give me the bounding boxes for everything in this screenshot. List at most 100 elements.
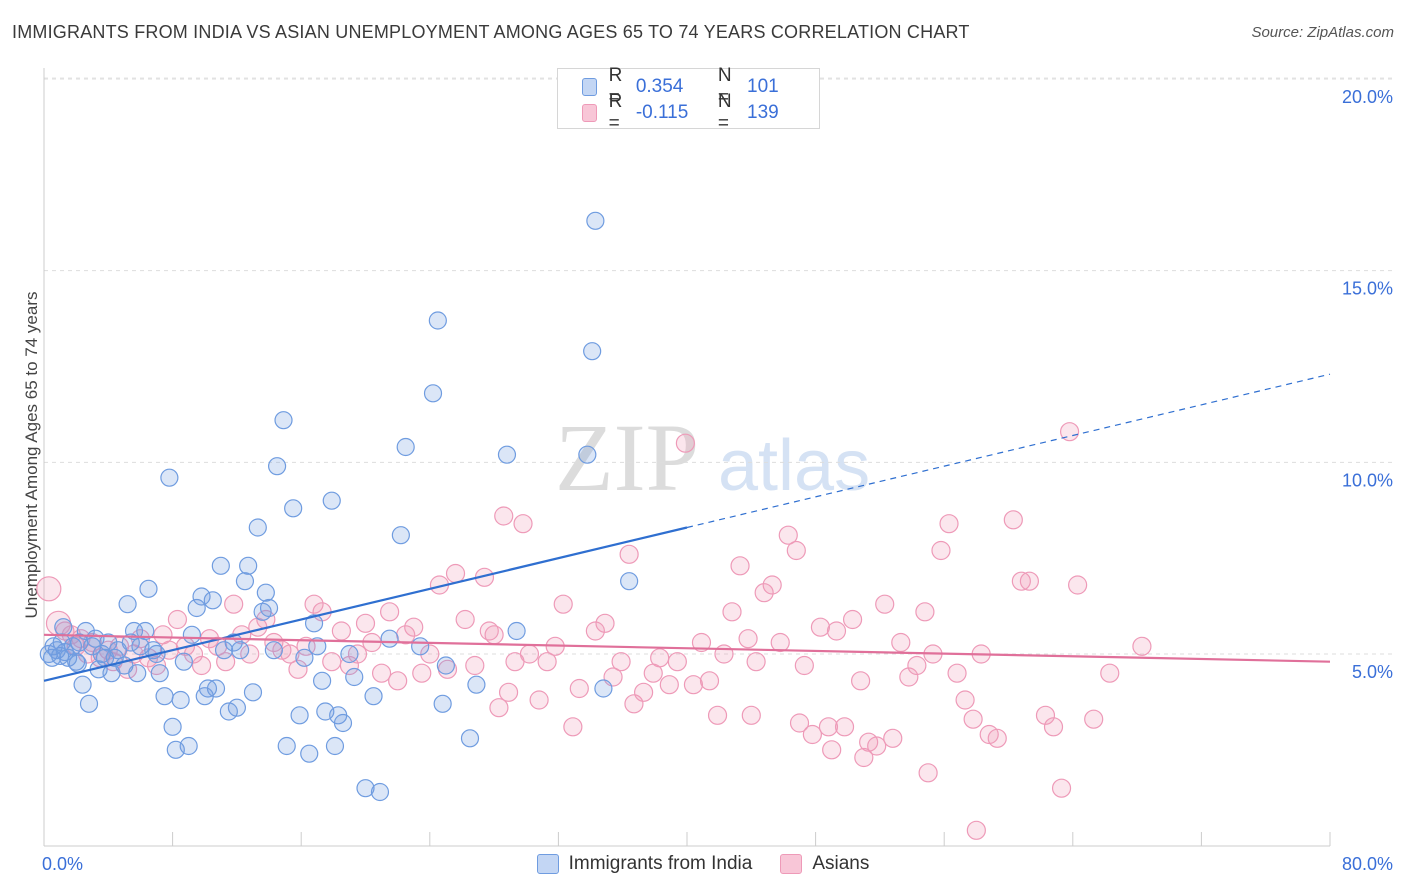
asians-point [826,621,847,641]
india-point [243,683,263,702]
y-tick-label: 5.0% [1352,662,1393,682]
india-point [391,526,410,545]
india-point [497,445,517,464]
asians-swatch [582,104,597,122]
india-point [428,311,447,330]
asians-point [191,655,212,676]
asians-point [1043,717,1064,737]
asians-point [851,671,871,691]
india-point [467,675,486,694]
india-point [248,518,267,537]
india-point [235,572,255,591]
asians-point [595,613,615,633]
source-label: Source: ZipAtlas.com [1251,24,1394,41]
asians-point [762,575,782,595]
asians-point [513,514,533,534]
asians-point [420,644,440,664]
asians-point [854,747,874,768]
asians-point [455,609,475,630]
y-tick-label: 10.0% [1342,470,1393,490]
asians-points [36,422,1152,840]
asians-point [707,705,728,725]
chart-title: IMMIGRANTS FROM INDIA VS ASIAN UNEMPLOYM… [12,22,970,42]
india-point [396,437,415,457]
asians-point [264,632,284,653]
asians-point [963,709,983,729]
correlation-legend: R = 0.354 N = 101 R = -0.115 N = 139 [557,65,820,134]
india-point [206,679,226,698]
asians-point [714,644,734,664]
asians-point [810,617,831,637]
india-point [322,491,341,510]
asians-point [1035,705,1056,725]
asians-point [939,514,959,534]
india-swatch [536,854,559,874]
india-point [227,698,246,717]
asians-point [404,617,424,637]
india-point [121,633,140,652]
asians-point [931,540,951,561]
n-label: N = [717,65,732,108]
watermark-atlas: atlas [718,426,870,506]
asians-point [741,705,761,725]
india-point [423,384,443,403]
india-point [583,342,602,361]
india-point [594,679,613,698]
india-point [507,621,526,641]
asians-point [619,544,639,564]
india-point [150,664,169,683]
india-point [68,654,87,673]
r-label: R = [608,91,623,134]
asians-point [1003,510,1023,530]
asians-point [498,682,519,702]
asians-point [987,728,1007,748]
asians-point [1100,663,1120,683]
trend-lines [43,373,1331,682]
asians-trend-line [43,633,1331,663]
india-point [211,556,230,575]
india-point [99,633,118,652]
y-tick-label: 15.0% [1342,279,1393,299]
india-point [290,706,309,725]
asians-point [699,671,720,691]
india-point [300,744,319,763]
asians-point [947,663,967,683]
watermark: ZIP atlas [555,404,870,511]
legend-row-india: R = 0.354 N = 101 [582,65,819,108]
asians-point [842,609,863,630]
india-point [214,641,234,660]
india-point [578,445,597,464]
india-trend-line [43,526,688,682]
asians-point [322,652,342,672]
india-trend-extension [686,373,1331,529]
asians-point [445,563,466,584]
asians-point [786,540,806,561]
asians-point [167,609,188,630]
india-point [192,587,211,606]
india-point [163,717,182,736]
legend-row-asians: R = -0.115 N = 139 [582,91,819,134]
asians-point [288,659,308,679]
tick-labels: 5.0% 10.0% 15.0% 20.0% 0.0% 80.0% [42,87,1393,874]
legend-label-india: Immigrants from India [568,853,753,874]
asians-point [915,602,935,622]
asians-point [834,717,855,737]
india-point [203,591,222,610]
x-tick-label-max: 80.0% [1342,854,1393,874]
asians-point [1011,571,1031,591]
asians-point [738,629,758,649]
india-point [54,618,73,637]
y-tick-label: 20.0% [1342,87,1393,107]
x-tick-label-min: 0.0% [42,854,83,874]
asians-point [875,594,895,614]
asians-point [489,698,509,718]
india-point [264,641,283,660]
india-point [259,598,279,618]
r-value: -0.115 [635,102,689,123]
asians-point [412,663,432,683]
india-point [160,468,179,487]
asians-point [1132,636,1152,656]
asians-point [633,682,654,702]
india-point [239,556,258,575]
